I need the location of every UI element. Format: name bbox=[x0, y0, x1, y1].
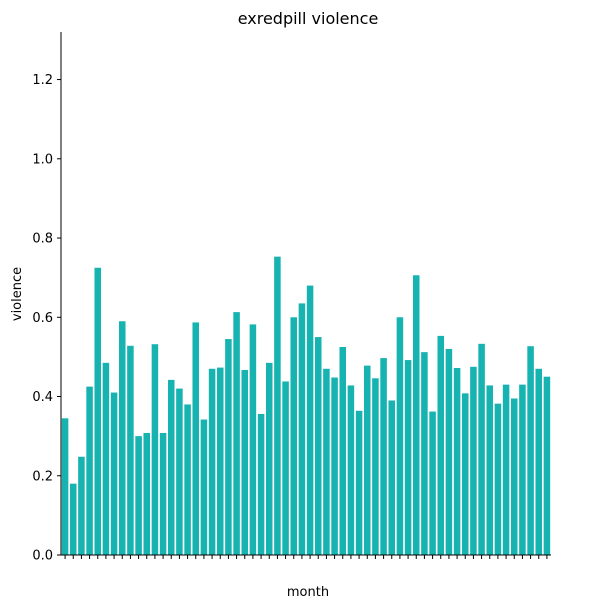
bar-11 bbox=[143, 432, 151, 555]
bar-26 bbox=[265, 362, 273, 555]
bar-36 bbox=[347, 385, 355, 555]
bar-54 bbox=[494, 403, 502, 555]
bar-49 bbox=[453, 367, 461, 555]
bar-43 bbox=[404, 360, 412, 555]
bar-34 bbox=[331, 377, 338, 555]
x-axis-label: month bbox=[287, 585, 329, 600]
bar-29 bbox=[290, 317, 298, 555]
y-axis: 0.0 0.2 0.4 0.6 0.8 1.0 1.2 bbox=[32, 73, 61, 564]
bar-4 bbox=[86, 386, 93, 555]
bar-40 bbox=[380, 358, 387, 555]
bar-38 bbox=[363, 365, 371, 555]
bar-56 bbox=[510, 398, 518, 555]
bar-41 bbox=[388, 400, 396, 555]
bars-group bbox=[61, 256, 551, 555]
bar-37 bbox=[355, 410, 363, 555]
bar-21 bbox=[225, 339, 232, 555]
bar-7 bbox=[110, 392, 118, 555]
y-tick-label: 0.8 bbox=[32, 232, 53, 247]
bar-32 bbox=[314, 337, 322, 555]
bar-25 bbox=[257, 413, 265, 555]
y-tick-label: 0.0 bbox=[32, 549, 53, 564]
bar-2 bbox=[69, 483, 77, 555]
bar-47 bbox=[437, 335, 445, 555]
bar-17 bbox=[192, 322, 200, 555]
bar-15 bbox=[176, 388, 183, 555]
bar-13 bbox=[159, 432, 167, 555]
bar-8 bbox=[118, 321, 126, 555]
bar-55 bbox=[502, 384, 510, 555]
bar-45 bbox=[421, 352, 428, 555]
y-axis-label: violence bbox=[10, 267, 25, 321]
bar-31 bbox=[306, 285, 314, 555]
chart-title: exredpill violence bbox=[238, 9, 379, 28]
bar-30 bbox=[298, 303, 306, 555]
bar-20 bbox=[216, 367, 224, 555]
bar-23 bbox=[241, 369, 249, 555]
bar-50 bbox=[461, 393, 469, 555]
bar-9 bbox=[127, 345, 134, 555]
y-tick-label: 0.6 bbox=[32, 311, 53, 326]
bar-48 bbox=[445, 348, 453, 555]
x-axis bbox=[64, 555, 548, 559]
bar-51 bbox=[470, 366, 477, 555]
bar-24 bbox=[249, 324, 257, 555]
bar-14 bbox=[167, 379, 175, 555]
bar-10 bbox=[135, 436, 142, 555]
bar-53 bbox=[486, 385, 494, 555]
bar-1 bbox=[61, 418, 69, 555]
bar-35 bbox=[339, 346, 347, 555]
bar-58 bbox=[527, 346, 534, 555]
bar-60 bbox=[543, 376, 551, 555]
y-tick-label: 1.2 bbox=[32, 73, 53, 88]
bar-19 bbox=[208, 368, 216, 555]
bar-33 bbox=[323, 368, 330, 555]
bar-28 bbox=[282, 381, 289, 555]
bar-39 bbox=[372, 378, 379, 555]
bar-5 bbox=[94, 267, 102, 555]
bar-57 bbox=[519, 384, 526, 555]
bar-42 bbox=[396, 317, 404, 555]
bar-18 bbox=[200, 419, 208, 555]
bar-12 bbox=[151, 344, 159, 555]
bar-59 bbox=[535, 368, 543, 555]
bar-22 bbox=[233, 312, 240, 555]
bar-16 bbox=[184, 404, 191, 555]
y-tick-label: 0.4 bbox=[32, 390, 53, 405]
bar-3 bbox=[78, 456, 85, 555]
bar-6 bbox=[102, 362, 110, 555]
bar-27 bbox=[274, 256, 281, 555]
y-tick-label: 0.2 bbox=[32, 469, 53, 484]
bar-52 bbox=[478, 343, 485, 555]
y-tick-label: 1.0 bbox=[32, 152, 53, 167]
bar-44 bbox=[412, 275, 420, 555]
bar-46 bbox=[429, 411, 436, 555]
